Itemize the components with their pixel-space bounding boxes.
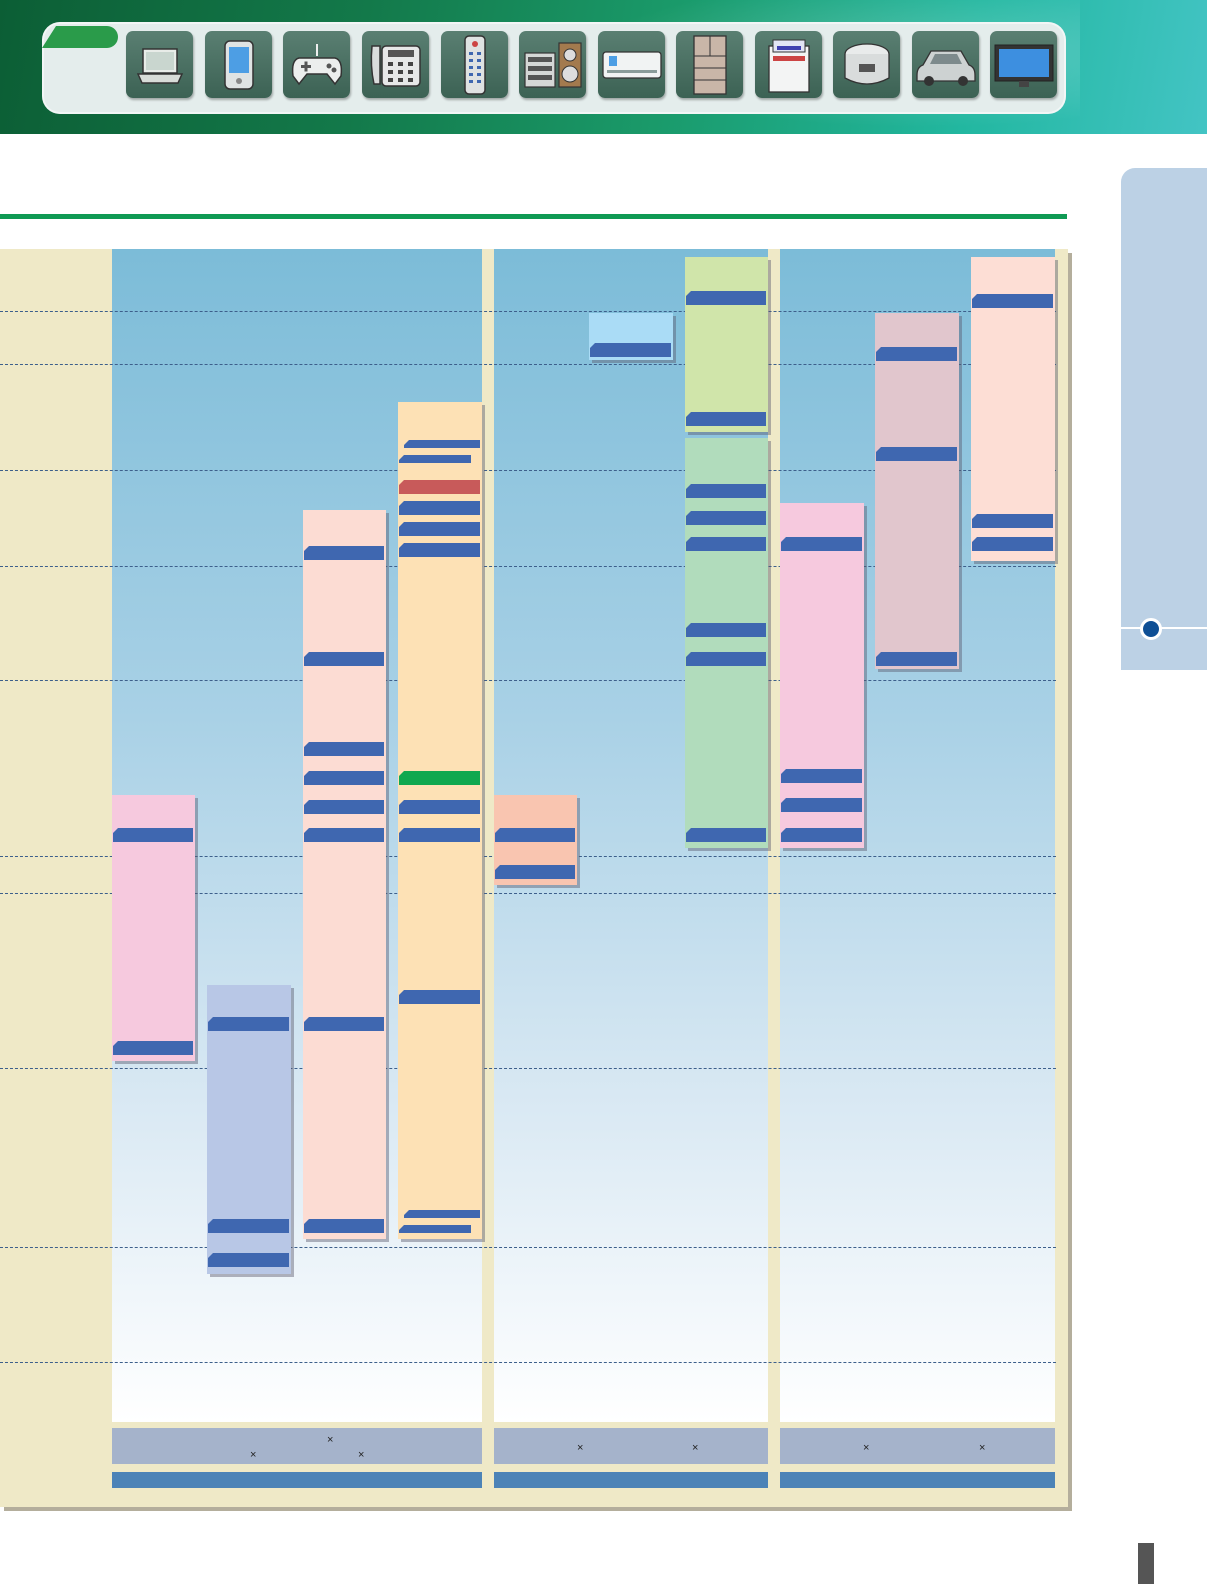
footer-bar xyxy=(112,1472,482,1488)
range-tag xyxy=(399,990,480,1004)
range-tag xyxy=(686,623,766,637)
side-tab-marker xyxy=(1140,618,1162,640)
range-tag xyxy=(495,828,575,842)
range-tag xyxy=(686,291,766,305)
highlight-tag xyxy=(399,480,480,494)
range-band xyxy=(685,438,768,848)
remote-control-icon[interactable] xyxy=(441,31,508,98)
air-conditioner-icon[interactable] xyxy=(598,31,665,98)
range-tag xyxy=(399,543,480,557)
multiply-sign: × xyxy=(577,1442,584,1454)
guide-line xyxy=(0,1362,1056,1363)
range-tag-split xyxy=(404,440,480,448)
range-tag xyxy=(686,412,766,426)
range-tag xyxy=(304,742,384,756)
range-tag xyxy=(304,828,384,842)
range-tag xyxy=(495,865,575,879)
range-tag xyxy=(686,828,766,842)
guide-line xyxy=(0,566,1056,567)
multiply-sign: × xyxy=(692,1442,699,1454)
guide-line xyxy=(0,470,1056,471)
guide-line xyxy=(0,680,1056,681)
side-index-tab[interactable] xyxy=(1121,168,1207,670)
range-tag-split xyxy=(399,455,471,463)
legend-strip xyxy=(780,1428,1055,1464)
range-tag xyxy=(208,1017,289,1031)
range-tag xyxy=(972,537,1053,551)
refrigerator-icon[interactable] xyxy=(676,31,743,98)
range-tag xyxy=(686,537,766,551)
range-tag xyxy=(686,484,766,498)
range-tag xyxy=(972,514,1053,528)
range-tag xyxy=(208,1253,289,1267)
legend-strip xyxy=(112,1428,482,1464)
side-tab-line xyxy=(1121,627,1207,629)
legend-strip xyxy=(494,1428,768,1464)
range-tag xyxy=(208,1219,289,1233)
range-tag xyxy=(876,347,957,361)
range-tag xyxy=(876,447,957,461)
range-tag xyxy=(876,652,957,666)
range-tag xyxy=(972,294,1053,308)
laptop-icon[interactable] xyxy=(126,31,193,98)
range-tag xyxy=(686,652,766,666)
footer-bar xyxy=(494,1472,768,1488)
range-tag xyxy=(399,501,480,515)
range-band xyxy=(875,313,959,669)
range-tag xyxy=(113,1041,193,1055)
multiply-sign: × xyxy=(358,1449,365,1461)
range-tag xyxy=(304,771,384,785)
guide-line xyxy=(0,893,1056,894)
range-tag xyxy=(686,511,766,525)
range-band xyxy=(685,257,768,432)
range-band xyxy=(303,510,386,1239)
guide-line xyxy=(0,1247,1056,1248)
section-flag xyxy=(42,26,118,48)
range-tag xyxy=(781,537,862,551)
car-icon[interactable] xyxy=(912,31,979,98)
page-number-marker xyxy=(1138,1543,1154,1584)
range-tag xyxy=(399,800,480,814)
range-band xyxy=(398,402,482,1239)
section-rule xyxy=(0,214,1067,219)
multiply-sign: × xyxy=(250,1449,257,1461)
multiply-sign: × xyxy=(863,1442,870,1454)
range-tag xyxy=(304,800,384,814)
range-tag xyxy=(399,522,480,536)
range-tag xyxy=(399,828,480,842)
range-tag xyxy=(304,1219,384,1233)
game-controller-icon[interactable] xyxy=(283,31,350,98)
range-tag xyxy=(304,1017,384,1031)
range-tag-split xyxy=(404,1210,480,1218)
range-tag xyxy=(781,769,862,783)
multiply-sign: × xyxy=(979,1442,986,1454)
guide-line xyxy=(0,311,1056,312)
footer-bar xyxy=(780,1472,1055,1488)
audio-system-icon[interactable] xyxy=(519,31,586,98)
telephone-icon[interactable] xyxy=(362,31,429,98)
highlight-tag xyxy=(399,771,480,785)
range-tag xyxy=(304,652,384,666)
rice-cooker-icon[interactable] xyxy=(833,31,900,98)
range-tag xyxy=(781,798,862,812)
pda-icon[interactable] xyxy=(205,31,272,98)
range-tag-split xyxy=(399,1225,471,1233)
range-band xyxy=(780,503,864,848)
range-tag xyxy=(304,546,384,560)
flat-tv-icon[interactable] xyxy=(990,31,1057,98)
range-tag xyxy=(781,828,862,842)
range-tag xyxy=(113,828,193,842)
guide-line xyxy=(0,364,1056,365)
guide-line xyxy=(0,1068,1056,1069)
printer-icon[interactable] xyxy=(755,31,822,98)
multiply-sign: × xyxy=(327,1434,334,1446)
range-tag xyxy=(590,343,671,357)
